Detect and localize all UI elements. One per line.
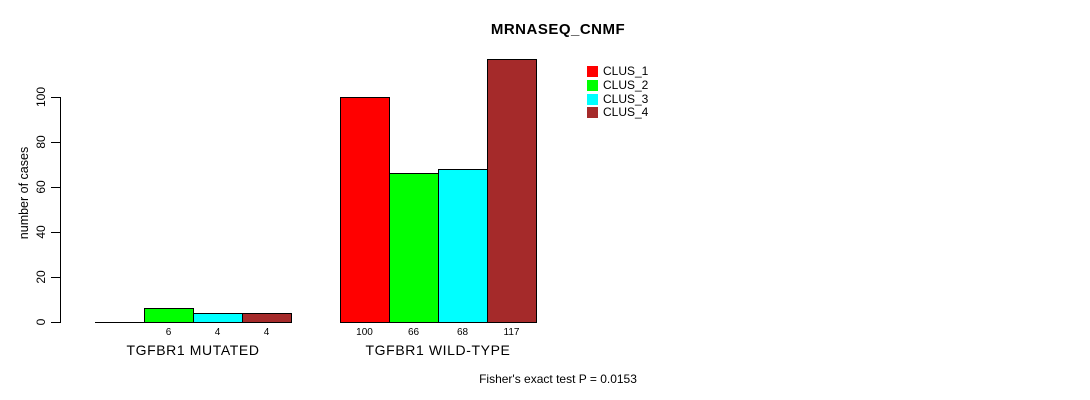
bar-CLUS_2 [144,308,194,323]
bar-CLUS_1-zero [95,322,145,323]
y-axis-tick-label: 100 [34,86,48,108]
legend-label: CLUS_1 [603,64,649,78]
bar-CLUS_4 [242,313,292,323]
group-label: TGFBR1 WILD-TYPE [365,342,511,358]
y-axis-tick [51,142,60,143]
legend-item: CLUS_4 [587,105,649,120]
legend: CLUS_1 CLUS_2 CLUS_3 CLUS_4 [587,64,649,121]
y-axis-tick [51,232,60,233]
legend-swatch-CLUS_1 [587,66,598,77]
y-axis-tick-label: 0 [34,318,48,326]
y-axis-tick-label: 80 [34,135,48,149]
bar-CLUS_3 [193,313,243,323]
y-axis-label: number of cases [17,146,31,240]
y-axis-tick-label: 60 [34,180,48,194]
bar-CLUS_4 [487,59,537,323]
bar-CLUS_1 [340,97,390,323]
group-label: TGFBR1 MUTATED [126,342,260,358]
y-axis-tick-label: 20 [34,270,48,284]
legend-item: CLUS_2 [587,77,649,92]
legend-label: CLUS_4 [603,105,649,120]
y-axis-line [60,97,61,323]
bar-value-label: 66 [407,327,420,338]
bar-value-label: 100 [356,327,373,338]
y-axis-tick [51,322,60,323]
bar-value-label: 6 [165,327,172,338]
legend-item: CLUS_1 [587,64,649,78]
bar-value-label: 117 [503,327,520,338]
bar-CLUS_3 [438,169,488,323]
legend-swatch-CLUS_2 [587,79,598,91]
y-axis-tick-label: 40 [34,225,48,239]
legend-item: CLUS_3 [587,91,649,106]
legend-swatch-CLUS_3 [587,93,598,105]
bar-CLUS_2 [389,173,439,323]
bar-value-label: 68 [456,327,469,338]
annotation-text: Fisher's exact test P = 0.0153 [479,372,637,386]
legend-label: CLUS_3 [603,91,649,106]
legend-swatch-CLUS_4 [587,107,598,119]
y-axis-tick [51,97,60,98]
legend-label: CLUS_2 [603,77,649,92]
y-axis-tick [51,187,60,188]
bar-value-label: 4 [263,327,270,338]
chart-title: MRNASEQ_CNMF [490,21,626,38]
y-axis-tick [51,277,60,278]
bar-value-label: 4 [214,327,221,338]
